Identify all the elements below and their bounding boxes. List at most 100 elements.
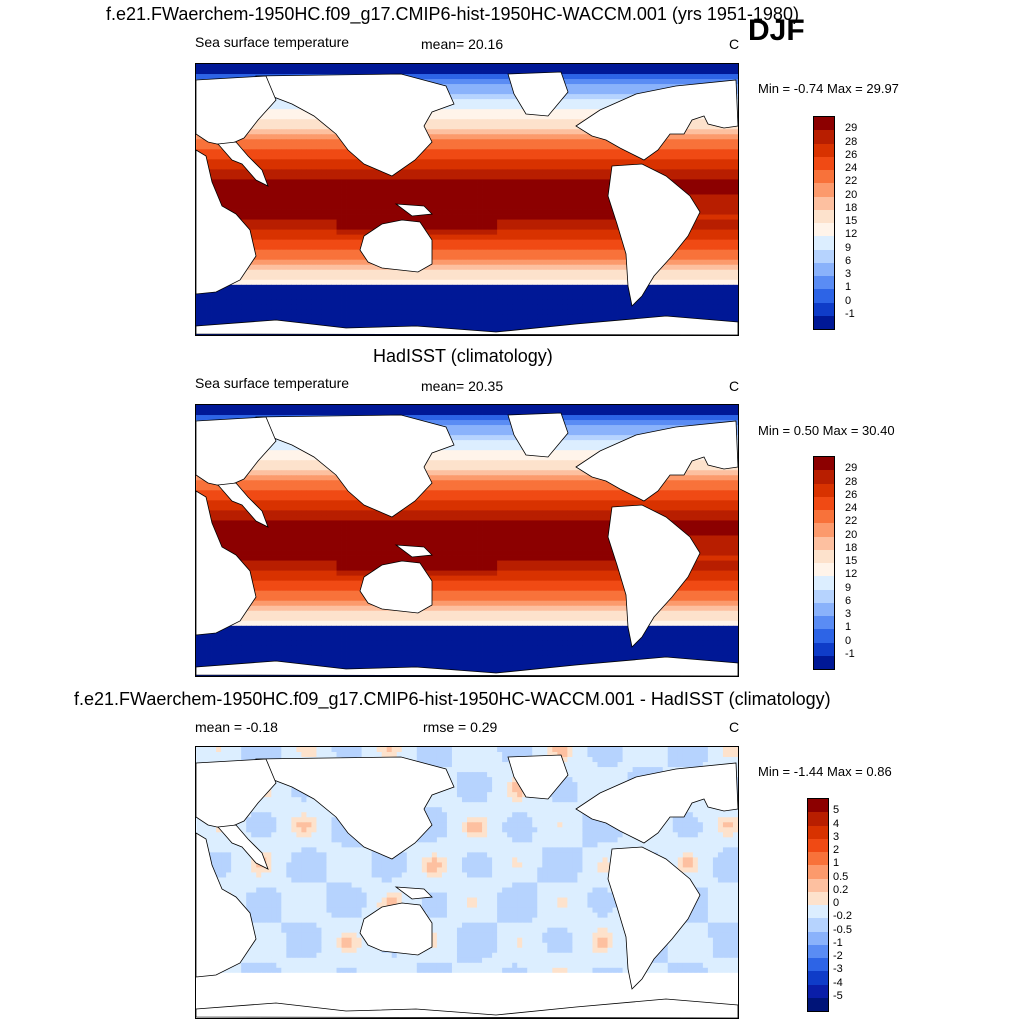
colorbar-swatch — [808, 997, 828, 1011]
colorbar-label: 18 — [845, 201, 858, 214]
colorbar-swatch — [814, 262, 834, 276]
colorbar-swatch — [814, 602, 834, 616]
panel-1-unit: C — [729, 36, 740, 52]
landmass-antarctica — [196, 998, 738, 1018]
colorbar-label: 24 — [845, 502, 858, 514]
colorbar-swatch — [808, 931, 828, 945]
panel-2-title: HadISST (climatology) — [373, 346, 553, 366]
colorbar-label: 2 — [833, 844, 840, 856]
colorbar-swatch — [814, 302, 834, 316]
landmass-australia — [359, 560, 433, 614]
colorbar-label: 20 — [845, 528, 858, 541]
colorbar-swatch — [814, 589, 834, 603]
landmass-africa — [196, 149, 257, 295]
colorbar-swatch — [808, 799, 828, 813]
colorbar-label: 29 — [845, 122, 858, 135]
colorbar-swatch — [808, 812, 828, 826]
colorbar-swatch — [814, 276, 834, 290]
landmass-europe-west — [196, 75, 277, 147]
season-label: DJF — [748, 14, 805, 47]
panel-3-unit: C — [729, 719, 740, 735]
colorbar-label: -3 — [833, 963, 843, 976]
colorbar-label: 1 — [833, 857, 840, 870]
colorbar-swatch — [808, 918, 828, 932]
colorbar-swatch — [808, 971, 828, 985]
landmass-south-america — [607, 163, 701, 307]
colorbar-scale — [807, 798, 829, 1012]
colorbar-swatch — [814, 183, 834, 197]
landmass-africa — [196, 832, 257, 978]
colorbar-label: 28 — [845, 475, 858, 488]
landmass-south-america — [607, 846, 701, 990]
colorbar-swatch — [814, 236, 834, 250]
colorbar-label: 3 — [845, 608, 852, 620]
panel-1-title: f.e21.FWaerchem-1950HC.f09_g17.CMIP6-his… — [106, 4, 799, 24]
landmass-europe-west — [196, 758, 277, 830]
panel-2-variable: Sea surface temperature — [195, 375, 350, 391]
colorbar-swatch — [814, 315, 834, 329]
panel-2-mean: mean= 20.35 — [421, 378, 504, 394]
colorbar-swatch — [814, 130, 834, 144]
colorbar-swatch — [814, 196, 834, 210]
landmass-eurasia — [575, 79, 738, 161]
colorbar-scale — [813, 456, 835, 670]
panel-2-unit: C — [729, 378, 740, 394]
landmass-europe-west — [196, 416, 277, 488]
colorbar-label: 0.5 — [833, 870, 849, 883]
colorbar-label: 18 — [845, 541, 858, 554]
colorbar-label: 22 — [845, 175, 858, 188]
colorbar-label: 26 — [845, 488, 858, 501]
colorbar-label: -1 — [845, 647, 855, 660]
colorbar-swatch — [808, 944, 828, 958]
colorbar-swatch — [814, 289, 834, 303]
colorbar-label: 12 — [845, 228, 858, 241]
colorbar-swatch — [808, 905, 828, 919]
colorbar-swatch — [814, 496, 834, 510]
colorbar-label: -0.5 — [833, 923, 852, 936]
colorbar-label: 0.2 — [833, 883, 849, 896]
colorbar-swatch — [814, 655, 834, 669]
colorbar-label: 15 — [845, 555, 858, 567]
colorbar-swatch — [814, 563, 834, 577]
colorbar-swatch — [814, 457, 834, 471]
landmass-north-america — [255, 756, 455, 860]
landmass-arabia-india — [217, 482, 269, 528]
colorbar-swatch — [808, 958, 828, 972]
colorbar-label: 15 — [845, 215, 858, 227]
colorbar-swatch — [808, 825, 828, 839]
landmass-eurasia — [575, 762, 738, 844]
panel-1-mean: mean= 20.16 — [421, 36, 504, 52]
colorbar-swatch — [814, 156, 834, 170]
colorbar-label: 0 — [833, 897, 840, 909]
panel-3-minmax: Min = -1.44 Max = 0.86 — [758, 764, 892, 779]
colorbar-swatch — [814, 576, 834, 590]
map-field — [196, 405, 738, 676]
panel-1-map — [195, 63, 739, 336]
colorbar-swatch — [814, 629, 834, 643]
colorbar-swatch — [808, 984, 828, 998]
map-field — [196, 747, 738, 1018]
landmass-north-america — [255, 414, 455, 518]
panel-2-minmax: Min = 0.50 Max = 30.40 — [758, 423, 895, 438]
colorbar-label: -0.2 — [833, 910, 852, 923]
colorbar-swatch — [808, 878, 828, 892]
colorbar-label: 1 — [845, 621, 852, 634]
colorbar-swatch — [814, 523, 834, 537]
colorbar-label: -5 — [833, 989, 843, 1002]
landmass-africa — [196, 490, 257, 636]
landmass-greenland — [507, 71, 569, 117]
colorbar-swatch — [814, 616, 834, 630]
landmass-eurasia — [575, 420, 738, 502]
colorbar-label: 28 — [845, 135, 858, 148]
colorbar-label: 4 — [833, 817, 840, 830]
colorbar-label: 0 — [845, 634, 852, 647]
colorbar-swatch — [814, 510, 834, 524]
colorbar-swatch — [814, 223, 834, 237]
colorbar-swatch — [814, 536, 834, 550]
panel-2-map — [195, 404, 739, 677]
landmass-north-america — [255, 73, 455, 177]
colorbar-label: 6 — [845, 594, 852, 607]
colorbar-label: -1 — [833, 936, 843, 949]
landmass-new-guinea — [394, 886, 433, 900]
colorbar-label: 24 — [845, 162, 858, 174]
